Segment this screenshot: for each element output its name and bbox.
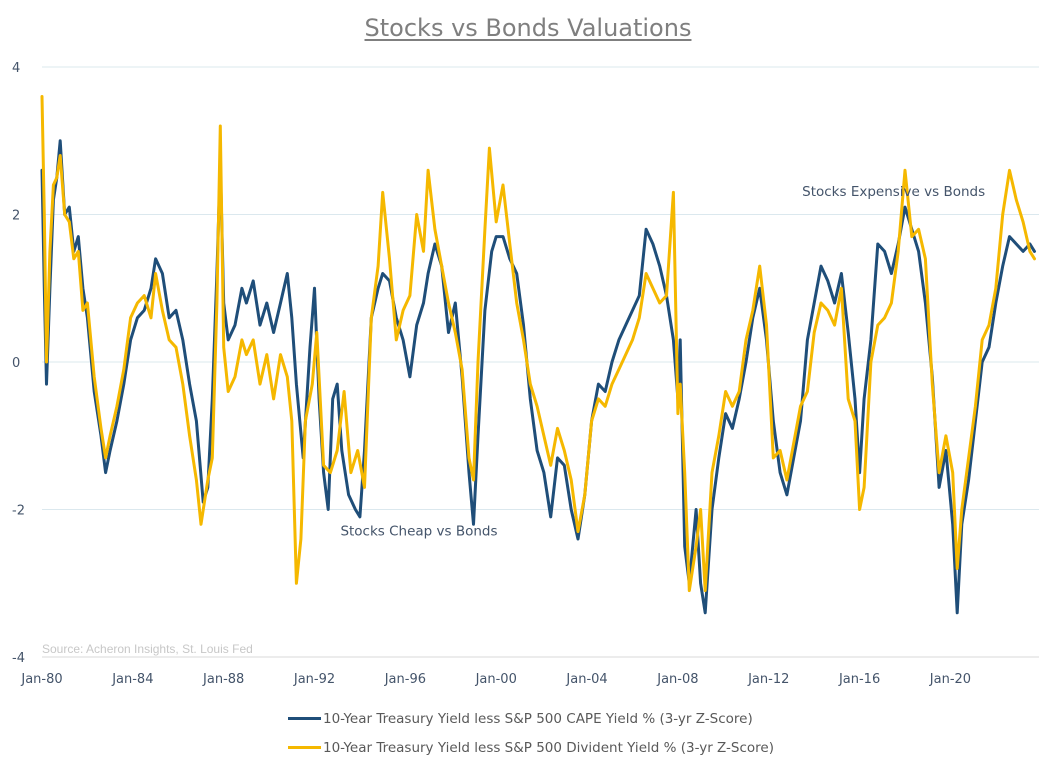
- x-tick-label: Jan-84: [111, 672, 153, 687]
- legend-swatch-dividend: [288, 746, 321, 749]
- annotations: Stocks Expensive vs Bonds Stocks Cheap vs…: [340, 184, 985, 539]
- annotation-expensive: Stocks Expensive vs Bonds: [802, 184, 985, 200]
- y-tick-label: 0: [12, 356, 20, 371]
- y-tick-label: 2: [12, 209, 20, 224]
- annotation-cheap: Stocks Cheap vs Bonds: [340, 523, 497, 539]
- x-tick-label: Jan-20: [929, 672, 971, 687]
- x-tick-label: Jan-08: [656, 672, 698, 687]
- y-tick-label: -4: [12, 651, 25, 666]
- legend-item-dividend: 10-Year Treasury Yield less S&P 500 Divi…: [288, 733, 774, 762]
- gridlines: [42, 66, 1039, 510]
- chart-title: Stocks vs Bonds Valuations: [364, 14, 692, 42]
- x-axis-tick-labels: Jan-80 Jan-84 Jan-88 Jan-92 Jan-96 Jan-00 Jan-…: [20, 672, 971, 687]
- y-tick-label: -2: [12, 504, 25, 519]
- x-tick-label: Jan-80: [20, 672, 62, 687]
- legend: 10-Year Treasury Yield less S&P 500 CAPE…: [288, 704, 774, 762]
- y-tick-label: 4: [12, 61, 20, 76]
- y-axis-tick-labels: 4 2 0 -2 -4: [12, 61, 25, 666]
- x-tick-label: Jan-88: [202, 672, 244, 687]
- x-tick-label: Jan-16: [838, 672, 880, 687]
- legend-label-cape: 10-Year Treasury Yield less S&P 500 CAPE…: [323, 710, 753, 727]
- series-line-dividend: [40, 95, 1036, 593]
- series-line-cape: [40, 139, 1036, 615]
- series-lines: [40, 95, 1036, 615]
- x-tick-label: Jan-92: [293, 672, 335, 687]
- x-tick-label: Jan-12: [747, 672, 789, 687]
- x-tick-label: Jan-96: [384, 672, 426, 687]
- x-tick-label: Jan-00: [475, 672, 517, 687]
- legend-label-dividend: 10-Year Treasury Yield less S&P 500 Divi…: [323, 739, 775, 756]
- source-note: Source: Acheron Insights, St. Louis Fed: [42, 642, 253, 656]
- legend-item-cape: 10-Year Treasury Yield less S&P 500 CAPE…: [288, 704, 774, 733]
- legend-swatch-cape: [288, 717, 321, 720]
- x-tick-label: Jan-04: [565, 672, 607, 687]
